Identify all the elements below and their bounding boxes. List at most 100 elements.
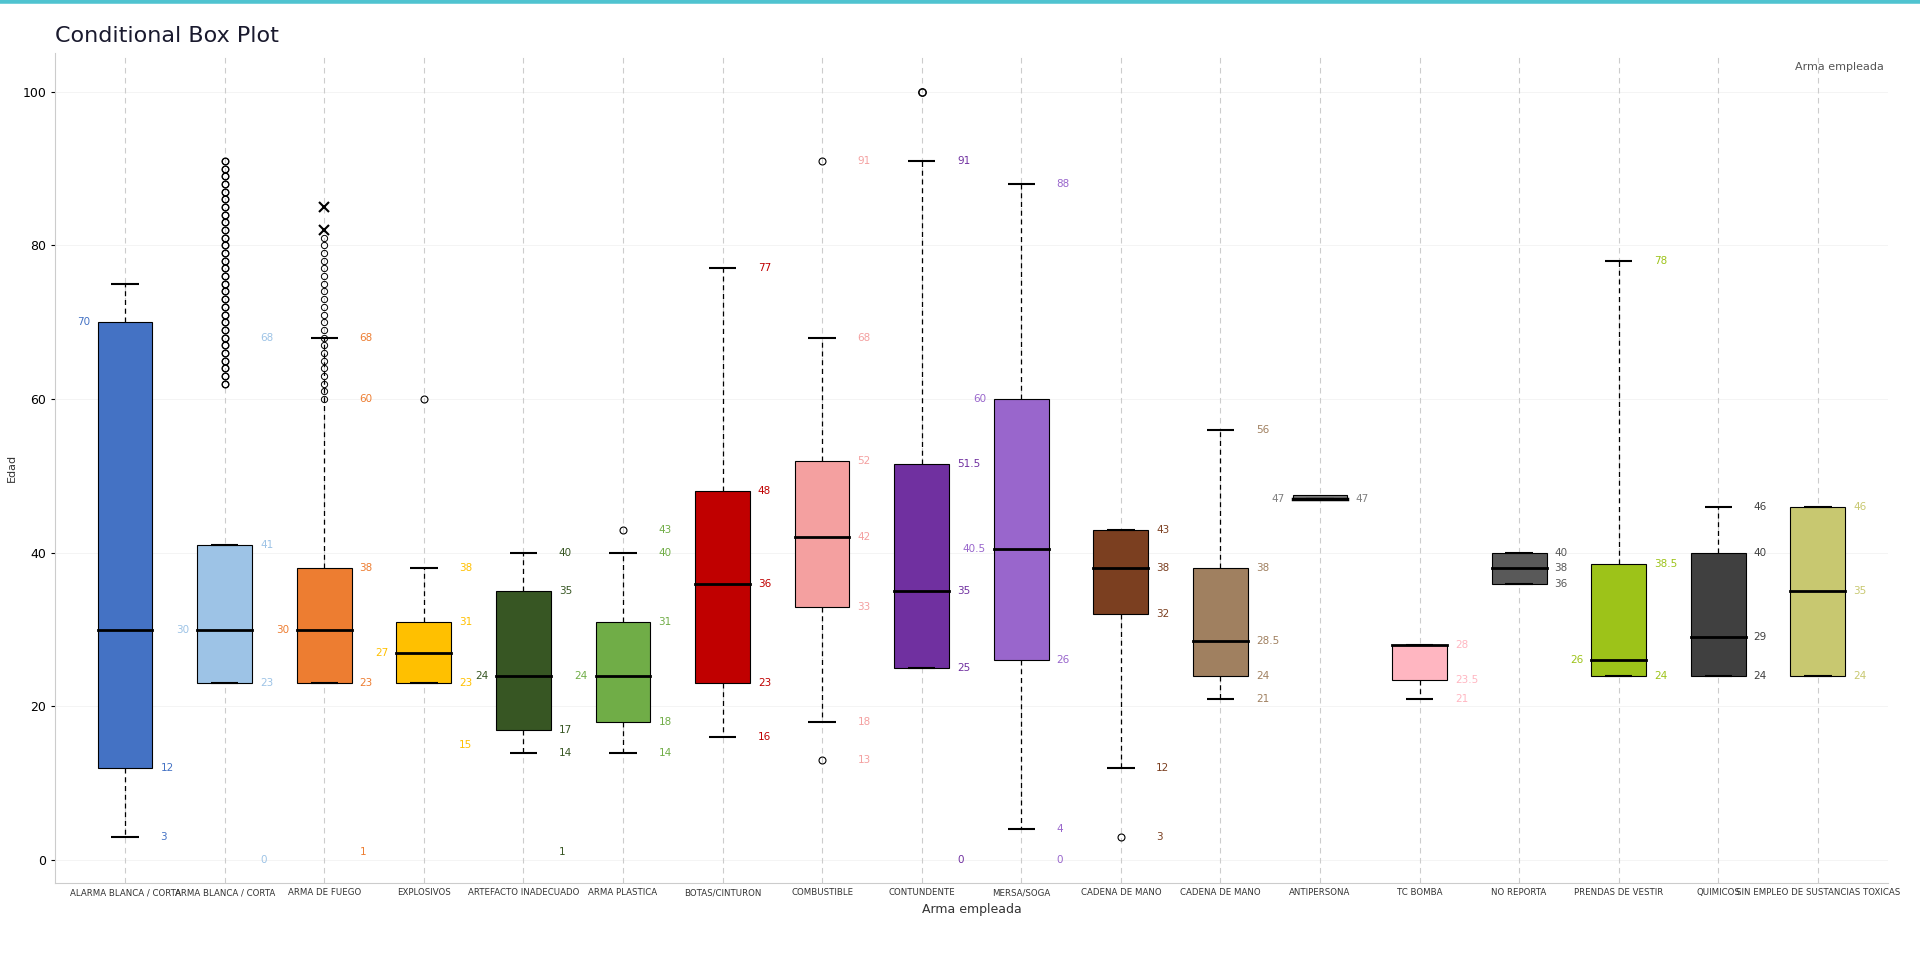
- Text: 38: 38: [1156, 563, 1169, 573]
- Text: 21: 21: [1455, 694, 1469, 703]
- Text: 18: 18: [659, 717, 672, 727]
- Text: 23: 23: [459, 678, 472, 688]
- Text: 1: 1: [359, 848, 367, 857]
- Text: 70: 70: [77, 317, 90, 328]
- Text: 24: 24: [1753, 671, 1766, 680]
- Bar: [1292, 495, 1348, 499]
- Text: 14: 14: [559, 748, 572, 757]
- Text: 43: 43: [659, 525, 672, 534]
- Text: 46: 46: [1853, 502, 1866, 511]
- Text: 40.5: 40.5: [962, 544, 985, 554]
- Text: 23.5: 23.5: [1455, 675, 1478, 684]
- Text: 17: 17: [559, 725, 572, 734]
- Text: 24: 24: [574, 671, 588, 680]
- Bar: [1192, 568, 1248, 676]
- Text: 14: 14: [659, 748, 672, 757]
- Text: 33: 33: [858, 602, 870, 611]
- Text: 78: 78: [1653, 256, 1667, 266]
- Text: 35: 35: [559, 586, 572, 596]
- Text: 36: 36: [758, 579, 772, 588]
- Y-axis label: Edad: Edad: [8, 455, 17, 482]
- Text: 0: 0: [1056, 855, 1064, 865]
- Text: 0: 0: [259, 855, 267, 865]
- Text: 26: 26: [1056, 655, 1069, 665]
- Text: 31: 31: [659, 617, 672, 627]
- Text: 35: 35: [956, 586, 970, 596]
- Text: 3: 3: [161, 832, 167, 842]
- Text: 38: 38: [459, 563, 472, 573]
- Text: 56: 56: [1256, 425, 1269, 434]
- Bar: [1692, 553, 1745, 676]
- Text: 41: 41: [259, 540, 273, 550]
- Text: 36: 36: [1555, 579, 1569, 588]
- Text: 23: 23: [359, 678, 372, 688]
- Text: 47: 47: [1271, 494, 1284, 504]
- Text: 88: 88: [1056, 179, 1069, 189]
- Bar: [1392, 645, 1448, 679]
- Text: 68: 68: [359, 333, 372, 343]
- Bar: [995, 399, 1048, 660]
- Text: 47: 47: [1356, 494, 1369, 504]
- Text: 38: 38: [1555, 563, 1569, 573]
- Text: 77: 77: [758, 263, 772, 274]
- Text: 27: 27: [374, 648, 388, 657]
- Text: 43: 43: [1156, 525, 1169, 534]
- Text: 40: 40: [1555, 548, 1567, 557]
- Text: 28: 28: [1455, 640, 1469, 650]
- Text: 16: 16: [758, 732, 772, 742]
- Bar: [1592, 564, 1645, 676]
- Text: 31: 31: [459, 617, 472, 627]
- Bar: [695, 491, 751, 683]
- Text: 38: 38: [359, 563, 372, 573]
- Text: 24: 24: [474, 671, 488, 680]
- Bar: [98, 322, 152, 768]
- Text: 25: 25: [956, 663, 970, 673]
- Bar: [795, 460, 849, 606]
- Text: 21: 21: [1256, 694, 1269, 703]
- Text: 28.5: 28.5: [1256, 636, 1279, 646]
- Text: 1: 1: [559, 848, 564, 857]
- Text: 60: 60: [359, 394, 372, 404]
- Text: 40: 40: [1753, 548, 1766, 557]
- Text: 4: 4: [1056, 825, 1064, 834]
- Text: 68: 68: [858, 333, 870, 343]
- Text: 30: 30: [177, 625, 190, 634]
- Text: Conditional Box Plot: Conditional Box Plot: [56, 26, 278, 46]
- Text: 42: 42: [858, 532, 870, 542]
- Text: 23: 23: [758, 678, 772, 688]
- X-axis label: Arma empleada: Arma empleada: [922, 902, 1021, 916]
- Text: 3: 3: [1156, 832, 1164, 842]
- Text: 23: 23: [259, 678, 273, 688]
- Text: Arma empleada: Arma empleada: [1795, 62, 1884, 71]
- Text: 38: 38: [1256, 563, 1269, 573]
- Bar: [895, 464, 948, 668]
- Bar: [1492, 553, 1546, 583]
- Bar: [298, 568, 351, 683]
- Text: 48: 48: [758, 486, 772, 496]
- Text: 38.5: 38.5: [1653, 559, 1678, 569]
- Text: 68: 68: [259, 333, 273, 343]
- Text: 26: 26: [1571, 655, 1584, 665]
- Text: 51.5: 51.5: [956, 459, 981, 469]
- Text: 30: 30: [276, 625, 288, 634]
- Text: 46: 46: [1753, 502, 1766, 511]
- Text: 12: 12: [1156, 763, 1169, 773]
- Text: 52: 52: [858, 456, 870, 465]
- Bar: [595, 622, 651, 722]
- Bar: [198, 545, 252, 683]
- Text: 24: 24: [1256, 671, 1269, 680]
- Text: 0: 0: [956, 855, 964, 865]
- Text: 29: 29: [1753, 632, 1766, 642]
- Text: 24: 24: [1653, 671, 1667, 680]
- Text: 91: 91: [956, 156, 970, 166]
- Text: 40: 40: [559, 548, 572, 557]
- Bar: [396, 622, 451, 683]
- Text: 32: 32: [1156, 609, 1169, 619]
- Text: 13: 13: [858, 755, 870, 765]
- Text: 40: 40: [659, 548, 672, 557]
- Text: 24: 24: [1853, 671, 1866, 680]
- Text: 12: 12: [161, 763, 173, 773]
- Text: 35: 35: [1853, 586, 1866, 596]
- Text: 18: 18: [858, 717, 870, 727]
- Text: 60: 60: [973, 394, 985, 404]
